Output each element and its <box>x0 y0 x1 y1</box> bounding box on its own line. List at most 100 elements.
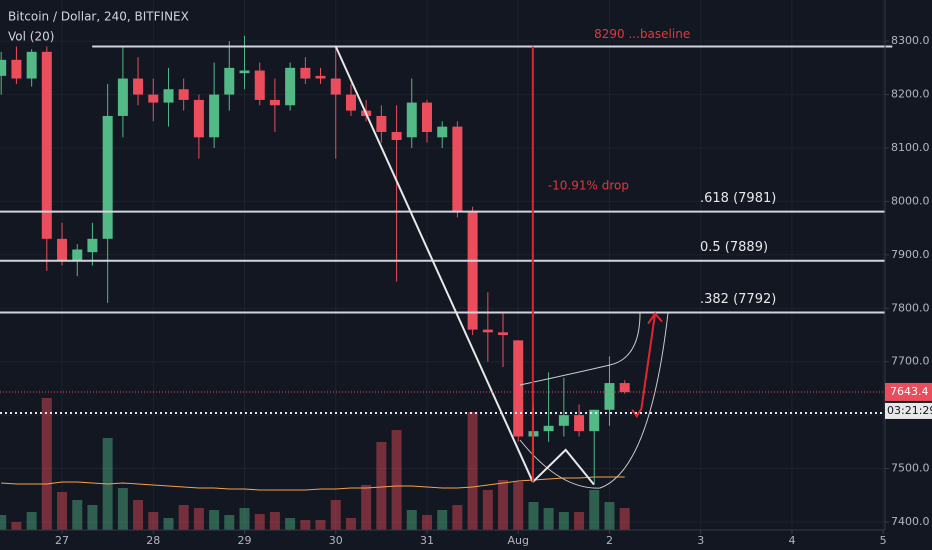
x-tick-label: 2 <box>606 534 613 547</box>
candle-body <box>11 59 22 79</box>
volume-bar <box>345 518 356 530</box>
candle-body <box>148 94 159 103</box>
volume-bar <box>178 505 189 530</box>
x-tick-label: 5 <box>880 534 887 547</box>
candle-body <box>239 70 250 74</box>
volume-bar <box>528 502 539 530</box>
y-tick-label: 7500.0 <box>891 462 930 475</box>
countdown-tag <box>885 402 932 419</box>
volume-bar <box>361 485 372 530</box>
candle-body <box>558 415 569 426</box>
fib-label: .618 (7981) <box>700 191 776 206</box>
volume-bar <box>315 520 326 530</box>
fib-label: 0.5 (7889) <box>700 240 768 255</box>
last-price-tag <box>885 382 932 401</box>
candle-body <box>193 99 204 138</box>
candle-body <box>26 51 37 79</box>
volume-bar <box>497 480 508 530</box>
candle-body <box>254 70 265 100</box>
volume-bar <box>163 518 174 530</box>
volume-bar <box>209 510 220 530</box>
candle-body <box>41 51 52 239</box>
volume-bar <box>285 518 296 530</box>
candle-body <box>467 212 478 330</box>
y-tick-label: 8300.0 <box>891 34 930 47</box>
volume-bar <box>558 512 569 530</box>
y-tick-label: 7800.0 <box>891 301 930 314</box>
candle-body <box>345 94 356 111</box>
candle-body <box>285 67 296 106</box>
volume-bar <box>482 490 493 530</box>
volume-bar <box>452 505 463 530</box>
volume-bar <box>619 508 630 530</box>
baseline-label: 8290 ...baseline <box>594 27 690 41</box>
x-tick-label: 3 <box>697 534 704 547</box>
countdown-label: 03:21:29 <box>887 404 932 417</box>
cup-curve-upper <box>519 312 641 386</box>
x-tick-label: 30 <box>329 534 343 547</box>
volume-bar <box>513 482 524 530</box>
volume-bar <box>604 502 615 530</box>
candle-body <box>163 89 174 103</box>
y-tick-label: 8200.0 <box>891 88 930 101</box>
candle-body <box>330 78 341 95</box>
y-tick-label: 7400.0 <box>891 515 930 528</box>
volume-bar <box>391 430 402 530</box>
candle-body <box>87 238 98 253</box>
candle-body <box>589 409 600 432</box>
volume-bar <box>133 500 144 530</box>
candle-body <box>452 126 463 213</box>
candle-body <box>102 115 113 239</box>
trend-line <box>334 46 534 483</box>
volume-bar <box>269 512 280 530</box>
volume-bar <box>574 512 585 530</box>
volume-bar <box>376 442 387 530</box>
candle-body <box>57 238 68 261</box>
volume-bar <box>41 398 52 530</box>
volume-ma-line <box>1 476 625 491</box>
candle-body <box>0 59 7 76</box>
x-tick-label: 27 <box>55 534 69 547</box>
y-tick-label: 8100.0 <box>891 141 930 154</box>
candle-body <box>178 89 189 100</box>
arrow-line <box>631 313 657 419</box>
volume-bar <box>117 488 128 530</box>
volume-bar <box>148 512 159 530</box>
volume-bar <box>26 512 37 530</box>
candle-body <box>391 131 402 140</box>
volume-bar <box>87 505 98 530</box>
x-tick-label: Aug <box>507 534 528 547</box>
volume-bar <box>224 515 235 530</box>
candle-body <box>497 332 508 335</box>
volume-bar <box>254 514 265 530</box>
candle-body <box>315 75 326 79</box>
cup-curve-lower <box>519 312 669 489</box>
volume-bar <box>543 508 554 530</box>
x-tick-label: 29 <box>238 534 252 547</box>
volume-bar <box>330 500 341 530</box>
last-price-label: 7643.4 <box>890 385 929 398</box>
volume-bar <box>193 508 204 530</box>
volume-bar <box>406 510 417 530</box>
candle-body <box>482 329 493 333</box>
candle-body <box>72 249 83 261</box>
candle-body <box>376 115 387 132</box>
volume-bar <box>467 412 478 530</box>
candle-body <box>574 415 585 432</box>
x-tick-label: 4 <box>788 534 795 547</box>
fib-label: .382 (7792) <box>700 292 776 307</box>
volume-bar <box>437 510 448 530</box>
x-tick-label: 31 <box>420 534 434 547</box>
drop-label: -10.91% drop <box>548 179 629 193</box>
y-tick-label: 8000.0 <box>891 194 930 207</box>
candle-body <box>117 78 128 116</box>
candle-body <box>543 425 554 432</box>
candle-body <box>513 340 524 437</box>
candle-body <box>421 102 432 132</box>
candle-body <box>224 67 235 95</box>
volume-bar <box>589 490 600 530</box>
chart-title: Bitcoin / Dollar, 240, BITFINEX <box>8 10 189 24</box>
